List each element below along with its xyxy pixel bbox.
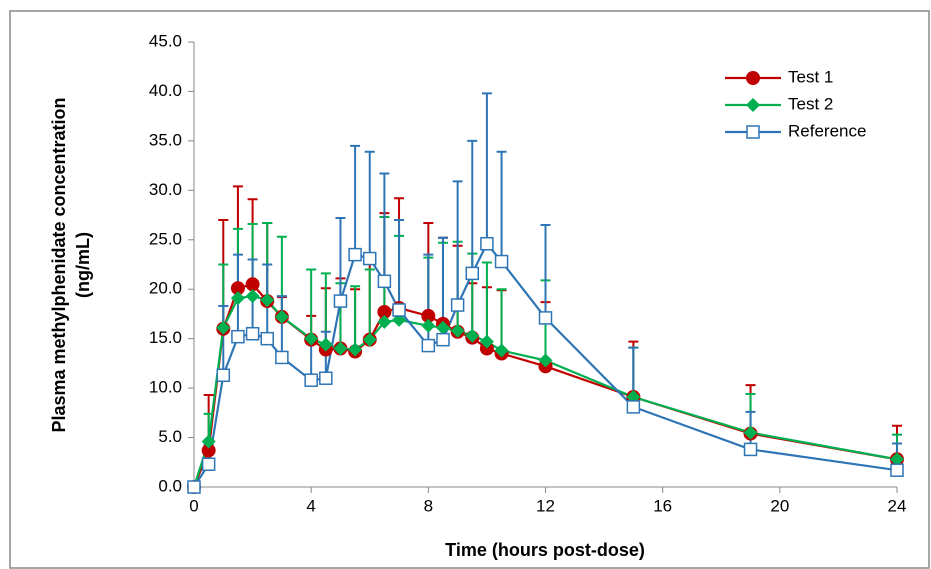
data-point xyxy=(392,303,406,317)
x-tick-label: 8 xyxy=(424,496,433,515)
legend-marker xyxy=(746,71,760,85)
data-point xyxy=(201,434,216,449)
legend-label: Test 1 xyxy=(788,67,833,86)
data-point xyxy=(480,236,494,251)
error-bar xyxy=(452,180,463,306)
data-point xyxy=(333,294,348,308)
x-tick-label: 4 xyxy=(306,496,315,515)
legend-marker xyxy=(746,98,760,112)
data-point xyxy=(538,311,553,325)
data-point xyxy=(450,323,465,338)
error-bar xyxy=(218,305,229,376)
data-point xyxy=(319,371,333,385)
data-point xyxy=(377,274,392,289)
data-point xyxy=(216,320,231,335)
data-point xyxy=(245,289,260,304)
error-bar xyxy=(350,144,361,255)
error-bar xyxy=(379,172,390,282)
data-point xyxy=(216,368,231,383)
error-bar xyxy=(481,261,492,342)
data-point xyxy=(260,331,274,346)
error-bar xyxy=(467,139,478,274)
data-point xyxy=(333,341,348,356)
x-axis-label: Time (hours post-dose) xyxy=(445,540,645,560)
data-point xyxy=(304,373,318,387)
data-point xyxy=(494,254,509,269)
data-point xyxy=(348,247,362,262)
data-point xyxy=(465,328,480,343)
y-tick-label: 5.0 xyxy=(158,427,182,446)
error-bar xyxy=(496,150,507,262)
data-point xyxy=(377,304,392,319)
x-tick-label: 16 xyxy=(653,496,672,515)
data-point xyxy=(626,400,641,414)
data-point xyxy=(377,314,392,329)
y-axis-label-line: (ng/mL) xyxy=(73,232,93,298)
data-point xyxy=(450,298,465,312)
data-point xyxy=(421,338,436,353)
error-bar xyxy=(350,285,361,350)
error-bar xyxy=(394,219,405,310)
data-point xyxy=(230,281,245,296)
y-tick-label: 40.0 xyxy=(149,81,182,100)
error-bar xyxy=(276,295,287,358)
data-point xyxy=(231,329,245,344)
data-point xyxy=(494,343,509,358)
data-point xyxy=(436,332,450,347)
data-point xyxy=(538,353,553,368)
data-point xyxy=(201,457,216,472)
data-point xyxy=(318,337,333,352)
error-bar xyxy=(496,288,507,351)
y-tick-label: 0.0 xyxy=(158,476,182,495)
x-tick-label: 20 xyxy=(770,496,789,515)
data-point xyxy=(274,309,289,324)
data-point xyxy=(275,350,289,365)
y-tick-label: 45.0 xyxy=(149,31,182,50)
data-point xyxy=(743,425,758,440)
data-point xyxy=(187,480,201,494)
data-point xyxy=(890,452,904,467)
data-point xyxy=(230,291,245,306)
error-bar xyxy=(364,268,375,340)
y-tick-label: 35.0 xyxy=(149,130,182,149)
data-point xyxy=(201,443,216,458)
y-axis-label: Plasma methylphenidate concentration (ng… xyxy=(49,97,93,432)
x-tick-label: 24 xyxy=(888,496,907,515)
data-point xyxy=(421,318,436,333)
error-bar xyxy=(481,92,492,244)
error-bar xyxy=(335,217,346,302)
data-point xyxy=(245,326,260,341)
data-point xyxy=(304,331,319,346)
data-point xyxy=(362,332,377,347)
error-bar xyxy=(364,150,375,259)
y-tick-label: 20.0 xyxy=(149,279,182,298)
y-tick-label: 30.0 xyxy=(149,180,182,199)
y-axis-label-line: Plasma methylphenidate concentration xyxy=(49,97,69,432)
y-tick-label: 25.0 xyxy=(149,229,182,248)
data-point xyxy=(245,277,260,292)
y-tick-label: 15.0 xyxy=(149,328,182,347)
chart-frame xyxy=(9,10,930,569)
x-tick-label: 0 xyxy=(189,496,198,515)
data-point xyxy=(421,308,436,323)
data-point xyxy=(260,293,275,308)
error-bar xyxy=(306,268,317,339)
legend-marker xyxy=(746,125,760,139)
data-point xyxy=(363,251,377,266)
data-point xyxy=(743,442,758,457)
data-point xyxy=(465,266,480,281)
y-tick-label: 10.0 xyxy=(149,378,182,397)
data-point xyxy=(348,342,363,357)
data-point xyxy=(890,463,904,477)
legend-label: Test 2 xyxy=(788,94,833,113)
data-point xyxy=(435,320,450,335)
x-tick-label: 12 xyxy=(536,496,555,515)
legend-label: Reference xyxy=(788,121,866,140)
data-point xyxy=(479,334,494,349)
error-bar xyxy=(540,223,551,318)
